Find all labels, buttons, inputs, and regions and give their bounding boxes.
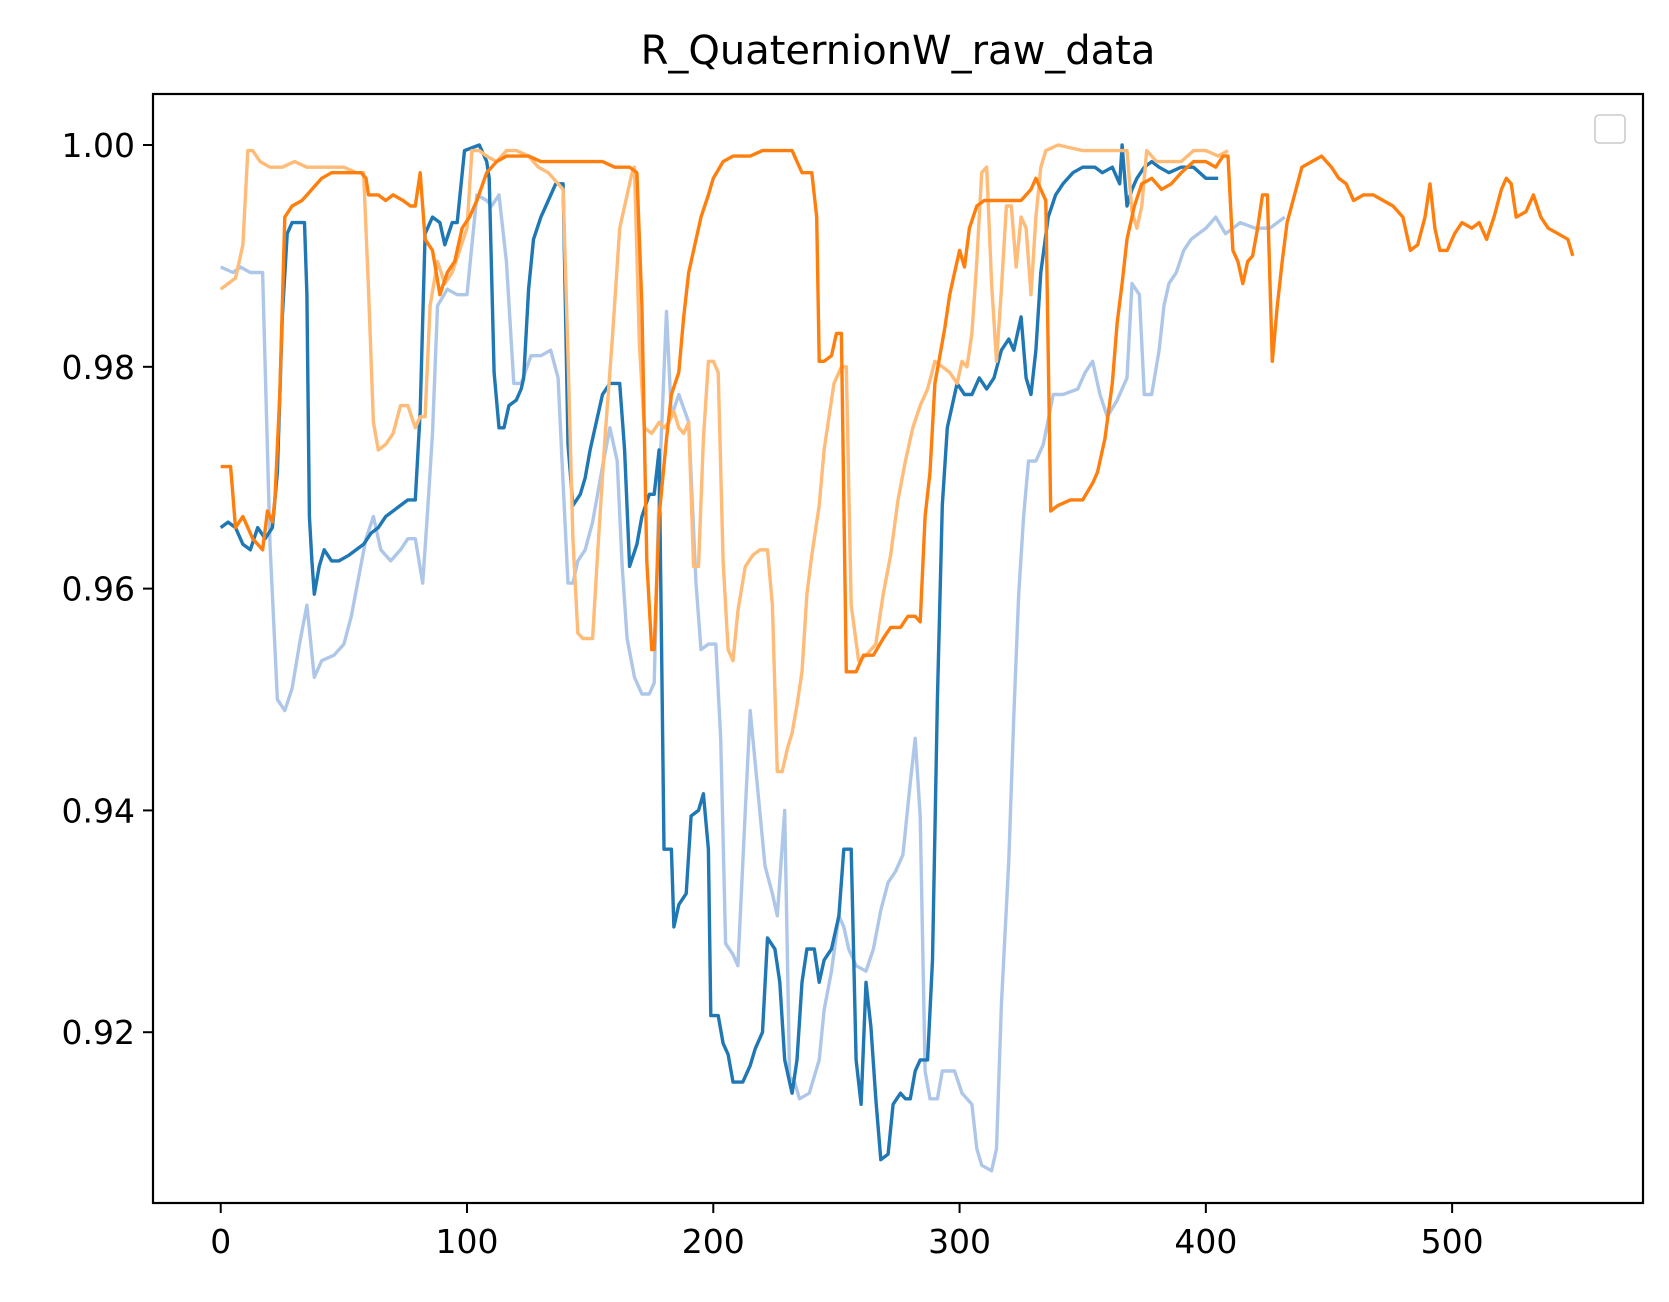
y-axis: 0.92 0.94 0.96 0.98 1.00 — [62, 126, 153, 1052]
y-tick-label: 0.92 — [62, 1013, 135, 1052]
x-tick-label: 400 — [1174, 1222, 1237, 1261]
y-tick-label: 0.98 — [62, 348, 135, 387]
x-tick-label: 100 — [436, 1222, 499, 1261]
x-tick-label: 200 — [682, 1222, 745, 1261]
y-tick-label: 1.00 — [62, 126, 135, 165]
x-tick-label: 300 — [928, 1222, 991, 1261]
legend-box — [1594, 114, 1626, 144]
series-line-4 — [220, 148, 1575, 674]
series-line-3 — [219, 143, 1229, 774]
y-tick-label: 0.96 — [62, 570, 135, 609]
x-axis: 0 100 200 300 400 500 — [210, 1203, 1484, 1261]
x-tick-label: 500 — [1421, 1222, 1484, 1261]
chart-title: R_QuaternionW_raw_data — [641, 28, 1156, 74]
plot-area-frame — [151, 92, 1645, 1205]
series-line-2 — [219, 143, 1219, 1162]
series-layer — [219, 143, 1575, 1173]
x-tick-label: 0 — [210, 1222, 231, 1261]
series-line-1 — [220, 193, 1286, 1173]
y-tick-label: 0.94 — [62, 791, 135, 830]
